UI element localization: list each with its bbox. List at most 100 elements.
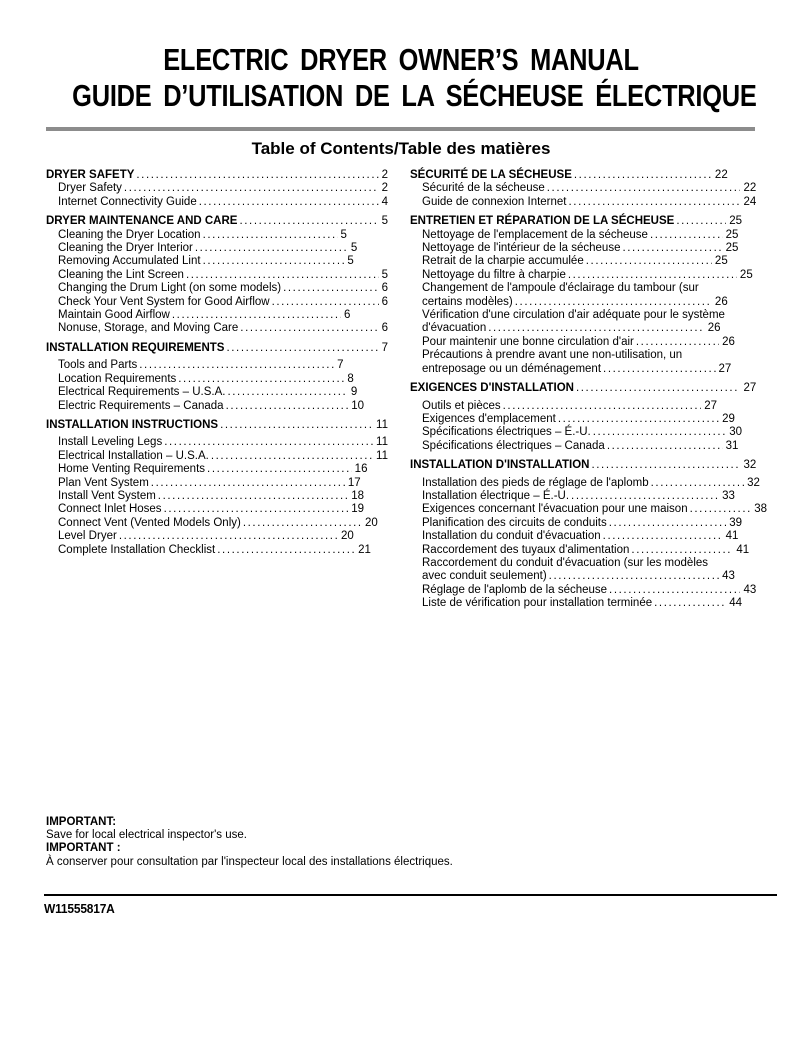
toc-section-heading[interactable]: INSTALLATION D'INSTALLATION 32 — [410, 459, 756, 472]
toc-entry[interactable]: Installation des pieds de réglage de l'a… — [410, 477, 760, 490]
toc-entry-label: EXIGENCES D'INSTALLATION — [410, 382, 574, 395]
toc-entry-label: Raccordement du conduit d'évacuation (su… — [422, 556, 709, 569]
toc-entry[interactable]: Electrical Installation – U.S.A. 11 — [46, 450, 388, 463]
toc-entry[interactable]: Planification des circuits de conduits 39 — [410, 517, 742, 530]
toc-entry-label: Install Vent System — [58, 489, 156, 502]
toc-section-heading[interactable]: INSTALLATION INSTRUCTIONS 11 — [46, 419, 388, 432]
toc-entry[interactable]: Connect Inlet Hoses 19 — [46, 503, 364, 516]
toc-entry[interactable]: Sécurité de la sécheuse 22 — [410, 182, 756, 195]
toc-entry[interactable]: Raccordement du conduit d'évacuation (su… — [410, 557, 767, 570]
toc-entry[interactable]: Nettoyage du filtre à charpie 25 — [410, 269, 753, 282]
toc-entry[interactable]: Dryer Safety 2 — [46, 182, 388, 195]
toc-section-heading[interactable]: DRYER SAFETY 2 — [46, 169, 388, 182]
toc-section-heading[interactable]: DRYER MAINTENANCE AND CARE 5 — [46, 215, 388, 228]
toc-leader-dots — [649, 477, 744, 490]
toc-entry-page: 25 — [729, 215, 742, 228]
toc-leader-dots — [569, 490, 719, 503]
toc-entry[interactable]: Install Leveling Legs 11 — [46, 436, 388, 449]
toc-entry-page: 25 — [714, 255, 728, 268]
toc-entry[interactable]: Nettoyage de l'emplacement de la sécheus… — [410, 229, 738, 242]
toc-leader-dots — [162, 436, 373, 449]
toc-entry[interactable]: Spécifications électriques – É.-U. 30 — [410, 426, 742, 439]
toc-column-english: DRYER SAFETY2Dryer Safety2Internet Conne… — [46, 169, 388, 617]
toc-entry[interactable]: Raccordement des tuyaux d'alimentation 41 — [410, 544, 749, 557]
toc-entry[interactable]: Changing the Drum Light (on some models)… — [46, 282, 388, 295]
toc-entry-label: Spécifications électriques – É.-U. — [422, 426, 591, 439]
toc-entry[interactable]: Installation électrique – É.-U. 33 — [410, 490, 735, 503]
title-english: ELECTRIC DRYER OWNER’S MANUAL — [163, 42, 639, 77]
toc-entry-page: 27 — [718, 362, 732, 375]
toc-entry[interactable]: entreposage ou un déménagement 27 — [410, 363, 731, 376]
toc-entry[interactable]: Spécifications électriques – Canada 31 — [410, 440, 738, 453]
toc-entry[interactable]: Réglage de l'aplomb de la sécheuse 43 — [410, 584, 756, 597]
toc-entry[interactable]: Retrait de la charpie accumulée 25 — [410, 255, 728, 268]
toc-entry[interactable]: Exigences d'emplacement 29 — [410, 413, 735, 426]
toc-entry[interactable]: Level Dryer 20 — [46, 530, 354, 543]
toc-section-heading[interactable]: SÉCURITÉ DE LA SÉCHEUSE 22 — [410, 169, 728, 182]
toc-entry-page: 5 — [381, 215, 388, 228]
toc-entry[interactable]: certains modèles) 26 — [410, 296, 728, 309]
toc-entry[interactable]: Complete Installation Checklist 21 — [46, 544, 371, 557]
toc-entry[interactable]: Internet Connectivity Guide 4 — [46, 196, 388, 209]
footer-divider — [44, 894, 777, 896]
toc-leader-dots — [501, 400, 702, 413]
toc-entry[interactable]: Electrical Requirements – U.S.A. 9 — [46, 386, 357, 399]
toc-entry-page: 25 — [739, 268, 753, 281]
toc-entry[interactable]: Guide de connexion Internet 24 — [410, 196, 756, 209]
toc-entry[interactable]: Cleaning the Dryer Location 5 — [46, 229, 347, 242]
title-french: GUIDE D’UTILISATION DE LA SÉCHEUSE ÉLECT… — [72, 78, 757, 113]
toc-entry-label: Installation électrique – É.-U. — [422, 489, 570, 502]
toc-entry[interactable]: Précautions à prendre avant une non-util… — [410, 349, 767, 362]
toc-section-heading[interactable]: INSTALLATION REQUIREMENTS 7 — [46, 342, 388, 355]
toc-entry-page: 27 — [704, 399, 718, 412]
toc-entry[interactable]: Check Your Vent System for Good Airflow 6 — [46, 296, 388, 309]
toc-section-heading[interactable]: ENTRETIEN ET RÉPARATION DE LA SÉCHEUSE 25 — [410, 215, 742, 228]
toc-section: DRYER MAINTENANCE AND CARE5Cleaning the … — [46, 215, 388, 336]
toc-leader-dots — [201, 229, 338, 242]
toc-entry[interactable]: Exigences concernant l'évacuation pour u… — [410, 503, 767, 516]
toc-leader-dots — [197, 196, 379, 209]
toc-entry[interactable]: Outils et pièces 27 — [410, 400, 717, 413]
toc-entry[interactable]: Home Venting Requirements 16 — [46, 463, 367, 476]
toc-entry[interactable]: Plan Vent System 17 — [46, 477, 361, 490]
toc-entry-page: 11 — [376, 449, 388, 462]
toc-entry-label: Planification des circuits de conduits — [422, 516, 607, 529]
toc-section-heading[interactable]: EXIGENCES D'INSTALLATION 27 — [410, 382, 756, 395]
toc-entry[interactable]: Electric Requirements – Canada 10 — [46, 400, 364, 413]
toc-entry-label: Nettoyage de l'emplacement de la sécheus… — [422, 228, 648, 241]
toc-entry[interactable]: Nettoyage de l'intérieur de la sécheuse 2… — [410, 242, 738, 255]
toc-entry[interactable]: Pour maintenir une bonne circulation d'a… — [410, 336, 735, 349]
toc-leader-dots — [117, 530, 338, 543]
toc-entry[interactable]: Changement de l'ampoule d'éclairage du t… — [410, 282, 767, 295]
toc-entry[interactable]: Connect Vent (Vented Models Only) 20 — [46, 517, 378, 530]
toc-entry-label: Home Venting Requirements — [58, 463, 206, 476]
toc-entry-label: Maintain Good Airflow — [58, 309, 170, 322]
toc-leader-dots — [162, 503, 349, 516]
toc-entry-page: 7 — [381, 341, 388, 354]
toc-entry[interactable]: Cleaning the Dryer Interior 5 — [46, 242, 357, 255]
toc-entry[interactable]: Removing Accumulated Lint 5 — [46, 255, 354, 268]
toc-entry[interactable]: Installation du conduit d'évacuation 41 — [410, 530, 738, 543]
toc-entry-label: Location Requirements — [58, 372, 177, 385]
toc-entry[interactable]: Maintain Good Airflow 6 — [46, 309, 350, 322]
toc-entry[interactable]: Cleaning the Lint Screen 5 — [46, 269, 388, 282]
toc-entry[interactable]: Liste de vérification pour installation … — [410, 597, 742, 610]
toc-entry-label: Connect Vent (Vented Models Only) — [58, 516, 241, 529]
toc-section: EXIGENCES D'INSTALLATION27Outils et pièc… — [410, 382, 767, 453]
toc-leader-dots — [513, 296, 712, 309]
toc-entry-label: Changement de l'ampoule d'éclairage du t… — [422, 282, 699, 295]
toc-entry-page: 41 — [736, 543, 750, 556]
toc-entry[interactable]: Install Vent System 18 — [46, 490, 364, 503]
toc-entry-page: 29 — [722, 412, 735, 425]
toc-leader-dots — [566, 269, 737, 282]
toc-entry[interactable]: d'évacuation 26 — [410, 322, 721, 335]
toc-entry[interactable]: Nonuse, Storage, and Moving Care 6 — [46, 322, 388, 335]
toc-entry[interactable]: Tools and Parts 7 — [46, 359, 344, 372]
toc-entry-label: Nettoyage de l'intérieur de la sécheuse — [422, 242, 621, 255]
toc-entry[interactable]: Location Requirements 8 — [46, 373, 354, 386]
toc-entry-page: 33 — [722, 489, 735, 502]
toc-entry[interactable]: avec conduit seulement) 43 — [410, 570, 735, 583]
toc-leader-dots — [224, 342, 378, 355]
toc-entry-label: Dryer Safety — [58, 182, 122, 195]
toc-entry[interactable]: Vérification d'une circulation d'air adé… — [410, 309, 767, 322]
